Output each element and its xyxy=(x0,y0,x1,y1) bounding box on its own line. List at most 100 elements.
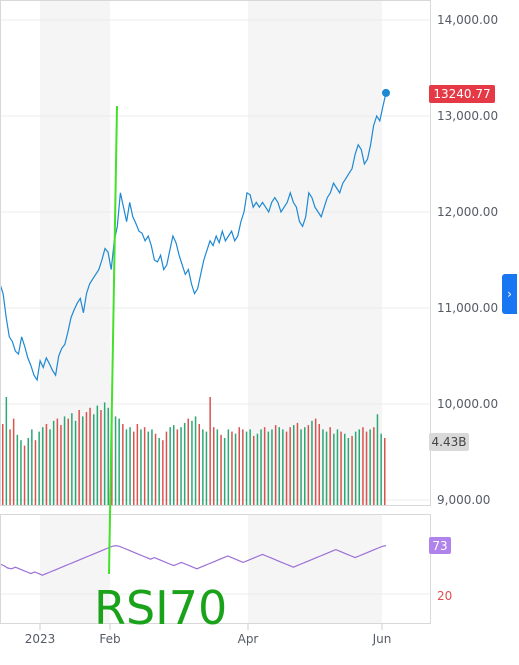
price-line xyxy=(0,92,387,382)
volume-bar xyxy=(67,418,69,505)
volume-bar xyxy=(122,424,124,505)
volume-bar xyxy=(27,438,29,505)
volume-bar xyxy=(307,425,310,505)
volume-bar xyxy=(245,431,248,505)
volume-bar xyxy=(351,435,353,505)
volume-bar xyxy=(234,433,237,505)
volume-bar xyxy=(9,429,11,505)
annotation-text: RSI70 xyxy=(94,581,227,635)
volume-bar xyxy=(114,416,117,505)
rsi-badge: 73 xyxy=(429,537,451,554)
volume-bar xyxy=(183,422,186,505)
volume-bar xyxy=(162,440,164,505)
volume-bar xyxy=(85,412,88,505)
volume-label: 4.43B xyxy=(432,435,467,449)
volume-bar xyxy=(78,410,80,505)
volume-bar xyxy=(136,424,139,505)
volume-bar xyxy=(125,429,128,505)
volume-bar xyxy=(314,418,317,505)
y-tick-label: 11,000.00 xyxy=(437,301,498,315)
month-band xyxy=(40,514,110,624)
month-band xyxy=(248,514,382,624)
x-tick-label: Feb xyxy=(99,632,120,646)
volume-bar xyxy=(358,429,360,505)
volume-bar xyxy=(49,429,51,505)
volume-bar xyxy=(140,429,142,505)
volume-bar xyxy=(369,429,371,505)
volume-bar xyxy=(293,425,295,505)
volume-bar xyxy=(129,427,131,505)
rsi-series xyxy=(0,544,387,576)
volume-bar xyxy=(38,431,40,505)
volume-bar xyxy=(96,405,99,505)
x-tick-label: 2023 xyxy=(25,632,56,646)
volume-bar xyxy=(365,431,368,505)
volume-bar xyxy=(34,440,37,505)
y-tick-label: 12,000.00 xyxy=(437,205,498,219)
volume-bar xyxy=(60,425,62,505)
volume-bar xyxy=(325,431,328,505)
y-tick-label: 9,000.00 xyxy=(437,493,490,507)
volume-bar xyxy=(304,427,306,505)
volume-badge: 4.43B xyxy=(429,433,469,451)
volume-bar xyxy=(202,429,204,505)
volume-bar xyxy=(42,427,44,505)
volume-bar xyxy=(256,433,259,505)
volume-bar xyxy=(354,431,357,505)
volume-bar xyxy=(187,418,189,505)
volume-bar xyxy=(285,431,288,505)
volume-bar xyxy=(322,429,324,505)
volume-bar xyxy=(118,418,120,505)
volume-bar xyxy=(5,397,8,505)
y-tick-label: 10,000.00 xyxy=(437,397,498,411)
volume-bar xyxy=(227,429,230,505)
price-panel-border xyxy=(0,0,431,506)
volume-bar xyxy=(107,407,109,505)
volume-bar xyxy=(191,420,193,505)
volume-bar xyxy=(147,431,149,505)
volume-bar xyxy=(329,427,331,505)
volume-bar xyxy=(82,416,84,505)
price-series xyxy=(0,88,390,382)
volume-bar xyxy=(133,431,135,505)
volume-bar xyxy=(333,433,335,505)
annotation-line xyxy=(108,105,118,575)
volume-bar xyxy=(71,413,73,505)
expand-panel-button[interactable]: › xyxy=(502,274,517,314)
volume-bar xyxy=(16,434,19,505)
volume-bar xyxy=(93,414,95,505)
x-axis: 2023 Feb Apr Jun xyxy=(25,624,391,646)
last-price-dot xyxy=(382,88,390,97)
volume-bar xyxy=(263,427,266,505)
volume-bar xyxy=(213,427,215,505)
volume-bar xyxy=(31,429,33,505)
volume-bar xyxy=(267,431,270,505)
y-tick-label: 13,000.00 xyxy=(437,109,498,123)
volume-bar xyxy=(336,429,339,505)
volume-bar xyxy=(143,427,146,505)
volume-bar xyxy=(2,424,4,505)
volume-bar xyxy=(376,414,379,505)
volume-bar xyxy=(205,431,208,505)
volume-bar xyxy=(253,435,255,505)
volume-bar xyxy=(384,438,386,505)
volume-bar xyxy=(318,424,320,505)
volume-bar xyxy=(344,433,346,505)
volume-bar xyxy=(231,431,233,505)
volume-bar xyxy=(311,420,313,505)
volume-bar xyxy=(209,397,211,505)
volume-bar xyxy=(223,438,226,505)
rsi-panel-border xyxy=(0,514,431,624)
volume-bar xyxy=(380,433,382,505)
volume-bar xyxy=(238,427,240,505)
volume-bar xyxy=(180,427,182,505)
volume-bar xyxy=(242,429,244,505)
volume-bar xyxy=(23,445,26,505)
volume-bar xyxy=(100,410,102,505)
volume-bar xyxy=(340,431,342,505)
volume-bar xyxy=(216,429,219,505)
rsi-line xyxy=(0,544,387,576)
volume-bar xyxy=(176,429,179,505)
volume-bar xyxy=(45,424,48,505)
